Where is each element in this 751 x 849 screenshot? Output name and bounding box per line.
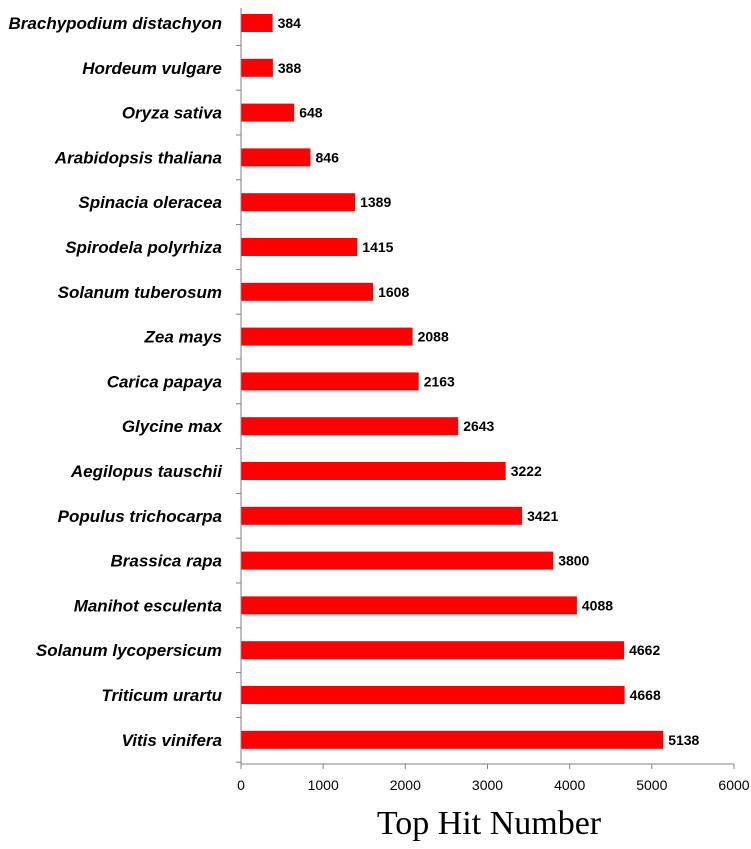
labels-layer: 384 Brachypodium distachyon 388 Hordeum vul… bbox=[9, 14, 750, 793]
bar bbox=[241, 148, 311, 167]
bar bbox=[241, 730, 664, 749]
bar-value-label: 388 bbox=[278, 60, 302, 76]
bar-value-label: 3222 bbox=[511, 463, 542, 479]
bar bbox=[241, 103, 295, 122]
bar bbox=[241, 462, 506, 480]
category-label: Solanum tuberosum bbox=[58, 283, 222, 302]
category-label: Oryza sativa bbox=[122, 104, 222, 123]
bar bbox=[241, 14, 273, 32]
category-label: Solanum lycopersicum bbox=[36, 641, 222, 660]
category-label: Manihot esculenta bbox=[74, 596, 222, 615]
bar-value-label: 4668 bbox=[630, 687, 661, 703]
x-tick-label: 2000 bbox=[390, 777, 421, 793]
category-label: Spirodela polyrhiza bbox=[65, 238, 222, 257]
bar bbox=[241, 58, 273, 77]
bar-value-label: 2163 bbox=[424, 373, 455, 389]
bar bbox=[241, 193, 356, 212]
bar bbox=[241, 686, 625, 704]
bar bbox=[241, 327, 413, 346]
category-label: Brassica rapa bbox=[110, 552, 222, 571]
x-tick-label: 1000 bbox=[308, 777, 339, 793]
category-label: Hordeum vulgare bbox=[82, 59, 222, 78]
x-tick-label: 0 bbox=[237, 777, 245, 793]
axis-layer bbox=[236, 8, 735, 769]
bar-value-label: 1415 bbox=[362, 239, 393, 255]
bar-value-label: 1389 bbox=[360, 194, 391, 210]
bar bbox=[241, 372, 419, 391]
bar-value-label: 2643 bbox=[463, 418, 494, 434]
bar-value-label: 2088 bbox=[418, 329, 449, 345]
bar bbox=[241, 641, 625, 660]
bar-value-label: 648 bbox=[299, 105, 323, 121]
category-label: Glycine max bbox=[122, 417, 224, 436]
x-axis-title: Top Hit Number bbox=[377, 805, 602, 842]
category-label: Spinacia oleracea bbox=[78, 193, 222, 212]
category-label: Vitis vinifera bbox=[122, 731, 222, 750]
bar-value-label: 3800 bbox=[558, 553, 589, 569]
category-label: Arabidopsis thaliana bbox=[54, 148, 222, 167]
bar bbox=[241, 417, 459, 436]
x-tick-label: 3000 bbox=[472, 777, 503, 793]
bar bbox=[241, 238, 358, 256]
bar-value-label: 5138 bbox=[668, 732, 699, 748]
bar bbox=[241, 506, 523, 525]
bar bbox=[241, 282, 374, 301]
bar-value-label: 4662 bbox=[629, 642, 660, 658]
bar-value-label: 3421 bbox=[527, 508, 558, 524]
bars-layer bbox=[241, 14, 664, 749]
bar-value-label: 1608 bbox=[378, 284, 409, 300]
category-label: Triticum urartu bbox=[101, 686, 222, 705]
category-label: Aegilopus tauschii bbox=[70, 462, 223, 481]
category-label: Brachypodium distachyon bbox=[9, 14, 222, 33]
category-label: Zea mays bbox=[144, 328, 223, 347]
bar bbox=[241, 551, 554, 570]
bar bbox=[241, 596, 577, 615]
category-label: Populus trichocarpa bbox=[58, 507, 222, 526]
x-tick-label: 4000 bbox=[554, 777, 585, 793]
category-label: Carica papaya bbox=[107, 372, 222, 391]
x-tick-label: 6000 bbox=[718, 777, 749, 793]
bar-value-label: 4088 bbox=[582, 597, 613, 613]
bar-value-label: 846 bbox=[316, 149, 340, 165]
x-tick-label: 5000 bbox=[636, 777, 667, 793]
bar-value-label: 384 bbox=[278, 15, 302, 31]
